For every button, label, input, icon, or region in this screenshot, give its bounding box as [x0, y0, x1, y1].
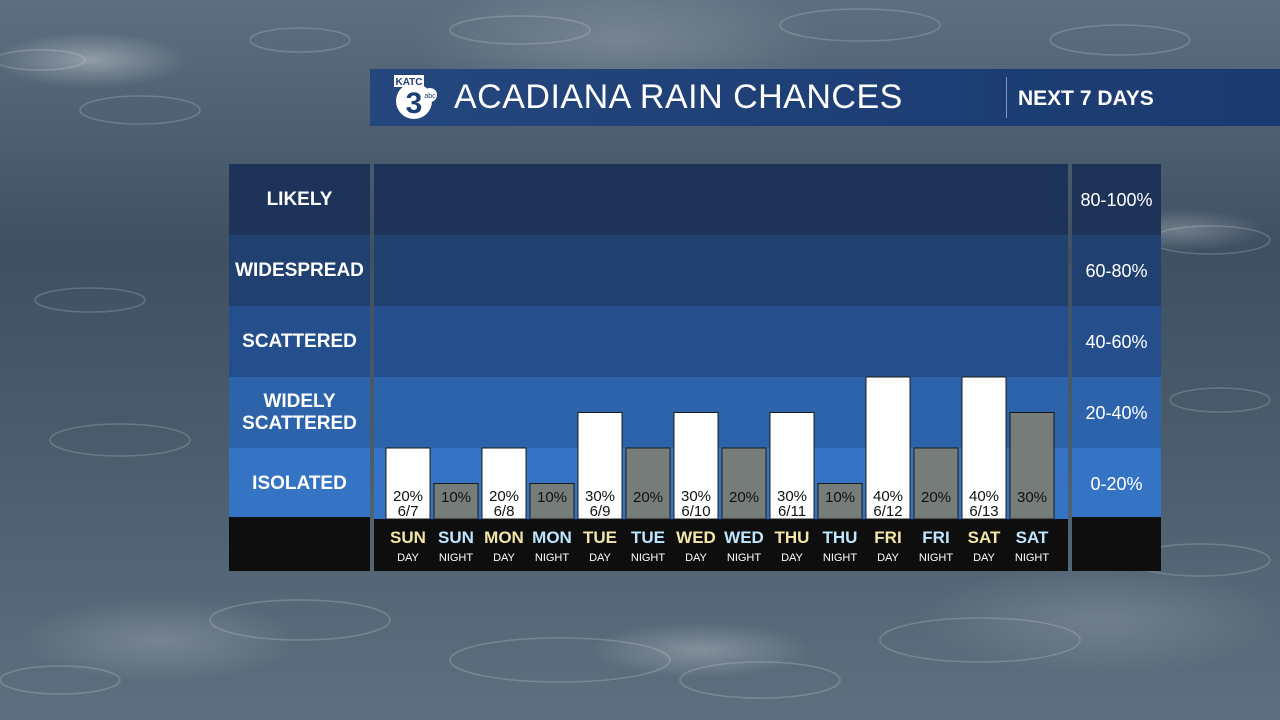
x-tick-period-label: DAY [877, 552, 899, 564]
x-tick-day-label: FRI [874, 528, 901, 547]
band-bg-1 [374, 235, 1068, 306]
bar-wed-day [673, 412, 719, 520]
bar-fri-day [865, 376, 911, 520]
bar-wed-night [721, 447, 767, 520]
x-tick-period-label: DAY [685, 552, 707, 564]
x-tick-period-label: NIGHT [919, 552, 954, 564]
bar-tue-night [625, 447, 671, 520]
bar-date-label: 6/9 [590, 503, 611, 520]
header-subtitle: NEXT 7 DAYS [1018, 87, 1154, 110]
bar-sat-night [1009, 412, 1055, 520]
x-tick-period-label: NIGHT [1015, 552, 1050, 564]
band-bg-2 [374, 306, 1068, 377]
band-range-0-20: 0-20% [1072, 448, 1161, 519]
x-tick-period-label: NIGHT [439, 552, 474, 564]
x-tick-day-label: SUN [390, 528, 426, 547]
day-label-footer [374, 519, 1068, 571]
bar-value-label: 10% [441, 489, 471, 506]
band-range-80-100: 80-100% [1072, 164, 1161, 235]
bar-value-label: 10% [537, 489, 567, 506]
band-range-40-60: 40-60% [1072, 306, 1161, 377]
bar-mon-night [529, 483, 575, 520]
rain-chance-chart: 20%6/7SUNDAY10%SUNNIGHT20%6/8MONDAY10%MO… [374, 164, 1068, 571]
band-label-isolated: ISOLATED [229, 448, 370, 519]
bar-thu-day [769, 412, 815, 520]
x-tick-day-label: SUN [438, 528, 474, 547]
x-tick-day-label: WED [724, 528, 764, 547]
svg-text:KATC: KATC [395, 77, 422, 88]
x-tick-day-label: FRI [922, 528, 949, 547]
katc-abc-logo: 3 KATC abc [394, 75, 437, 120]
bar-thu-night [817, 483, 863, 520]
x-tick-period-label: DAY [973, 552, 995, 564]
bar-date-label: 6/11 [778, 503, 806, 520]
bar-value-label: 30% [1017, 489, 1047, 506]
bar-date-label: 6/7 [398, 503, 419, 520]
page-title: ACADIANA RAIN CHANCES [454, 78, 903, 116]
bar-date-label: 6/10 [681, 503, 710, 520]
x-tick-period-label: DAY [397, 552, 419, 564]
bar-tue-day [577, 412, 623, 520]
band-label-widespread: WIDESPREAD [229, 235, 370, 306]
bar-value-label: 40% [873, 488, 903, 505]
x-tick-day-label: WED [676, 528, 716, 547]
bar-value-label: 20% [393, 488, 423, 505]
bar-sun-night [433, 483, 479, 520]
x-tick-day-label: TUE [583, 528, 617, 547]
band-label-column: LIKELY WIDESPREAD SCATTERED WIDELY SCATT… [229, 164, 370, 519]
band-label-likely: LIKELY [229, 164, 370, 235]
header-divider [1006, 77, 1007, 118]
band-bg-3 [374, 377, 1068, 448]
band-range-column: 80-100% 60-80% 40-60% 20-40% 0-20% [1072, 164, 1161, 519]
x-tick-day-label: MON [484, 528, 524, 547]
x-tick-day-label: SAT [1016, 528, 1049, 547]
x-tick-period-label: NIGHT [631, 552, 666, 564]
bar-value-label: 30% [777, 488, 807, 505]
bar-date-label: 6/8 [494, 503, 515, 520]
x-tick-day-label: THU [823, 528, 858, 547]
bar-date-label: 6/12 [873, 503, 902, 520]
x-tick-period-label: DAY [493, 552, 515, 564]
band-bg-0 [374, 164, 1068, 235]
bar-value-label: 20% [921, 489, 951, 506]
bar-value-label: 40% [969, 488, 999, 505]
x-tick-day-label: MON [532, 528, 572, 547]
footer-right-block [1072, 517, 1161, 571]
bar-fri-night [913, 447, 959, 520]
bar-sun-day [385, 447, 431, 520]
x-tick-period-label: NIGHT [535, 552, 570, 564]
bar-sat-day [961, 376, 1007, 520]
svg-text:3: 3 [406, 87, 423, 120]
x-tick-period-label: DAY [589, 552, 611, 564]
x-tick-day-label: TUE [631, 528, 665, 547]
band-label-widely-scattered: WIDELY SCATTERED [229, 377, 370, 448]
bar-value-label: 20% [729, 489, 759, 506]
bar-value-label: 30% [585, 488, 615, 505]
band-label-scattered: SCATTERED [229, 306, 370, 377]
svg-text:abc: abc [424, 93, 436, 100]
x-tick-day-label: THU [775, 528, 810, 547]
bar-value-label: 30% [681, 488, 711, 505]
bar-value-label: 10% [825, 489, 855, 506]
band-range-20-40: 20-40% [1072, 377, 1161, 448]
x-tick-period-label: NIGHT [823, 552, 858, 564]
x-tick-day-label: SAT [968, 528, 1001, 547]
x-tick-period-label: DAY [781, 552, 803, 564]
band-range-60-80: 60-80% [1072, 235, 1161, 306]
title-banner: 3 KATC abc ACADIANA RAIN CHANCES NEXT 7 … [370, 69, 1280, 126]
x-tick-period-label: NIGHT [727, 552, 762, 564]
bar-value-label: 20% [489, 488, 519, 505]
footer-left-block [229, 517, 370, 571]
bar-date-label: 6/13 [969, 503, 998, 520]
bar-value-label: 20% [633, 489, 663, 506]
bar-mon-day [481, 447, 527, 520]
